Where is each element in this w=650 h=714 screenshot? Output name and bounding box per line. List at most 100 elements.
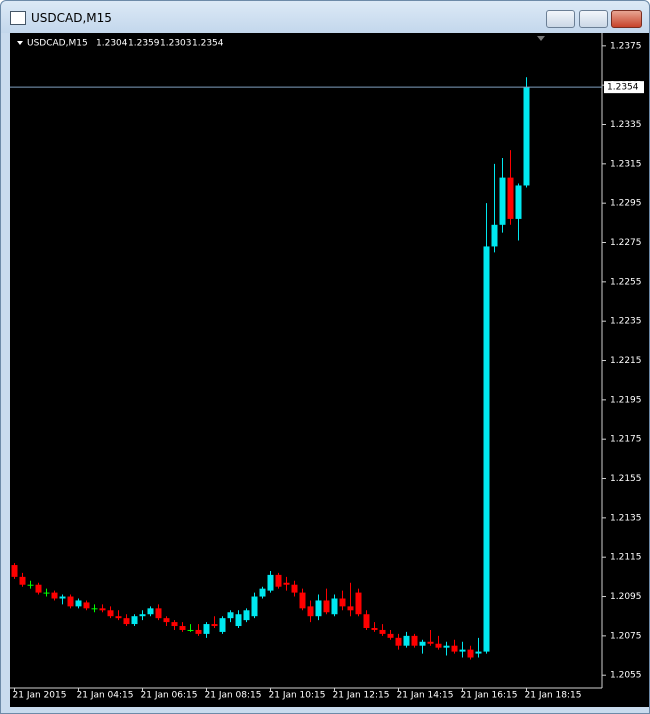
candle-body: [299, 592, 306, 609]
header-close: 1.2354: [192, 39, 224, 49]
candle-body: [403, 635, 410, 646]
candle-body: [291, 584, 298, 593]
last-price-box: [604, 81, 644, 94]
candle-body: [27, 584, 34, 586]
candle-body: [131, 616, 138, 625]
y-tick-label: 1.2375: [610, 41, 642, 51]
candle-body: [491, 224, 498, 247]
candle-body: [243, 610, 250, 621]
candle-body: [363, 614, 370, 628]
y-tick-label: 1.2055: [610, 671, 642, 681]
candle-body: [347, 606, 354, 611]
candle-body: [59, 596, 66, 599]
x-tick-label: 21 Jan 14:15: [397, 691, 454, 701]
title-bar: USDCAD,M15: [1, 1, 649, 33]
candle-body: [19, 576, 26, 585]
candle-body: [411, 635, 418, 646]
candle-body: [387, 633, 394, 638]
candle-body: [51, 592, 58, 599]
y-tick-label: 1.2295: [610, 199, 642, 209]
x-tick-label: 21 Jan 04:15: [77, 691, 134, 701]
candle-body: [259, 588, 266, 597]
chart-background: [10, 33, 649, 707]
last-price-label: 1.2354: [607, 83, 639, 93]
x-tick-label: 21 Jan 2015: [13, 691, 67, 701]
y-tick-label: 1.2095: [610, 592, 642, 602]
candle-body: [139, 614, 146, 617]
candle-body: [91, 608, 98, 610]
candle-body: [451, 645, 458, 652]
candle-body: [323, 600, 330, 613]
candle-body: [419, 641, 426, 646]
y-tick-label: 1.2275: [610, 238, 642, 248]
candle-body: [315, 600, 322, 617]
candle-body: [515, 185, 522, 219]
header-open: 1.2304: [96, 39, 128, 49]
y-tick-label: 1.2175: [610, 435, 642, 445]
candle-body: [219, 618, 226, 632]
candle-body: [107, 610, 114, 617]
candle-body: [179, 626, 186, 630]
candle-body: [275, 574, 282, 587]
candle-body: [339, 598, 346, 607]
candle-body: [115, 616, 122, 619]
candle-body: [331, 598, 338, 615]
y-tick-label: 1.2335: [610, 120, 642, 130]
window-title: USDCAD,M15: [31, 11, 112, 25]
candle-body: [483, 246, 490, 652]
y-tick-label: 1.2235: [610, 317, 642, 327]
candle-body: [355, 592, 362, 615]
candle-body: [427, 641, 434, 644]
x-tick-label: 21 Jan 18:15: [525, 691, 582, 701]
candle-body: [67, 596, 74, 607]
candle-body: [283, 582, 290, 585]
shift-marker: [537, 36, 545, 41]
candle-body: [467, 649, 474, 658]
candle-body: [35, 584, 42, 593]
maximize-button[interactable]: [579, 10, 608, 28]
candle-body: [251, 596, 258, 617]
candle-body: [475, 651, 482, 654]
candle-body: [523, 87, 530, 186]
y-tick-label: 1.2075: [610, 631, 642, 641]
candle-body: [195, 629, 202, 634]
candle-body: [499, 177, 506, 225]
x-tick-label: 21 Jan 12:15: [333, 691, 390, 701]
y-tick-label: 1.2135: [610, 513, 642, 523]
candle-body: [507, 177, 514, 219]
candle-body: [187, 629, 194, 631]
x-tick-label: 21 Jan 16:15: [461, 691, 518, 701]
candle-body: [171, 622, 178, 627]
y-tick-label: 1.2195: [610, 395, 642, 405]
candle-body: [443, 645, 450, 648]
candle-body: [211, 624, 218, 627]
candle-body: [227, 612, 234, 619]
candle-body: [459, 649, 466, 652]
candle-body: [147, 608, 154, 615]
candle-body: [123, 618, 130, 625]
candle-body: [435, 643, 442, 648]
candle-body: [203, 624, 210, 634]
candle-body: [43, 592, 50, 594]
y-tick-label: 1.2155: [610, 474, 642, 484]
candle-body: [83, 602, 90, 609]
minimize-button[interactable]: [546, 10, 575, 28]
y-tick-label: 1.2115: [610, 553, 642, 563]
candle-body: [235, 614, 242, 627]
candle-body: [307, 606, 314, 617]
candle-body: [379, 629, 386, 634]
candle-body: [155, 608, 162, 619]
x-tick-label: 21 Jan 06:15: [141, 691, 198, 701]
x-tick-label: 21 Jan 10:15: [269, 691, 326, 701]
candle-body: [75, 600, 82, 607]
header-triangle: [17, 41, 23, 45]
chart-title: USDCAD,M15: [27, 39, 88, 49]
candle-body: [267, 574, 274, 591]
app-icon: [10, 11, 26, 25]
close-button[interactable]: [611, 10, 642, 28]
candle-body: [99, 608, 106, 611]
candle-body: [395, 637, 402, 646]
header-low: 1.2303: [160, 39, 192, 49]
